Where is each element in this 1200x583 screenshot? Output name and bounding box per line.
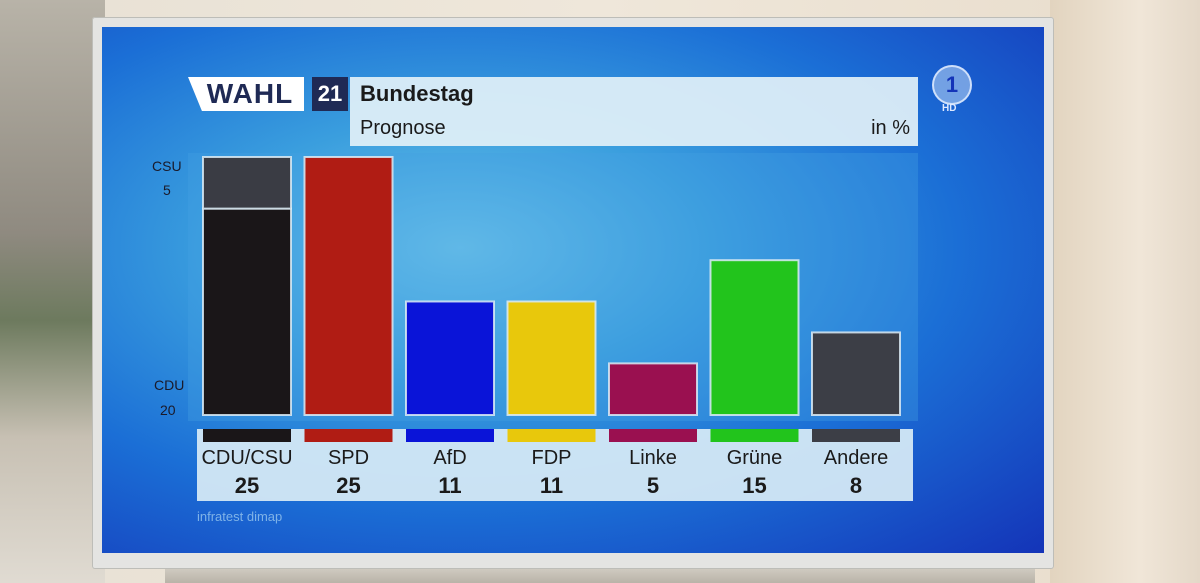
- bar-chart: CDU/CSU 25 SPD 25 AfD 11 FDP 11 Linke 5 Grüne 15 And…: [201, 156, 901, 498]
- party-name-fdp: FDP: [532, 447, 572, 469]
- party-name-linke: Linke: [629, 447, 677, 469]
- party-value-linke: 5: [647, 473, 659, 498]
- bar-grüne: [709, 259, 800, 416]
- cdu-value-label: 20: [160, 402, 176, 418]
- source-label: infratest dimap: [197, 509, 283, 524]
- bar-linke: [608, 362, 698, 416]
- bar-cdu: [202, 207, 292, 416]
- bar-spd: [303, 156, 394, 416]
- color-strip-fdp: [507, 429, 596, 442]
- color-strip-spd: [304, 429, 393, 442]
- party-value-cdu-csu: 25: [235, 473, 259, 498]
- tv-screen: WAHL 21 Bundestag Prognose in % 1 HD CSU…: [102, 27, 1044, 553]
- background-wall: [1050, 0, 1200, 583]
- party-value-afd: 11: [438, 473, 461, 498]
- chart-title: Bundestag: [360, 81, 474, 106]
- party-value-spd: 25: [336, 473, 360, 498]
- bar-afd: [405, 300, 495, 417]
- tv-stand: [165, 569, 1035, 583]
- party-name-afd: AfD: [433, 447, 466, 469]
- party-name-cdu-csu: CDU/CSU: [201, 447, 292, 469]
- party-name-andere: Andere: [824, 447, 889, 469]
- csu-name-label: CSU: [152, 158, 182, 174]
- party-value-fdp: 11: [540, 473, 563, 498]
- wahl-logo: [188, 77, 304, 111]
- bar-csu: [202, 156, 292, 210]
- color-strip-grüne: [710, 429, 799, 442]
- party-value-andere: 8: [850, 473, 862, 498]
- cdu-name-label: CDU: [154, 377, 185, 393]
- color-strip-afd: [406, 429, 494, 442]
- election-year: 21: [312, 77, 348, 111]
- color-strip-linke: [609, 429, 697, 442]
- bar-fdp: [506, 300, 597, 417]
- title-bar: [350, 77, 918, 111]
- unit-label: in %: [871, 117, 910, 139]
- bar-andere: [811, 331, 901, 416]
- party-name-spd: SPD: [328, 447, 369, 469]
- background-window: [0, 0, 105, 583]
- chart-subtitle: Prognose: [360, 117, 446, 139]
- wahl-logo-text: WAHL: [206, 78, 294, 109]
- party-name-grüne: Grüne: [727, 447, 783, 469]
- hd-label: HD: [942, 103, 957, 114]
- ard-logo-icon: 1: [932, 65, 972, 105]
- color-strip-andere: [812, 429, 900, 442]
- color-strip-cdu-csu: [203, 429, 291, 442]
- subtitle-bar: [350, 111, 918, 146]
- party-value-grüne: 15: [742, 473, 766, 498]
- csu-value-label: 5: [163, 182, 171, 198]
